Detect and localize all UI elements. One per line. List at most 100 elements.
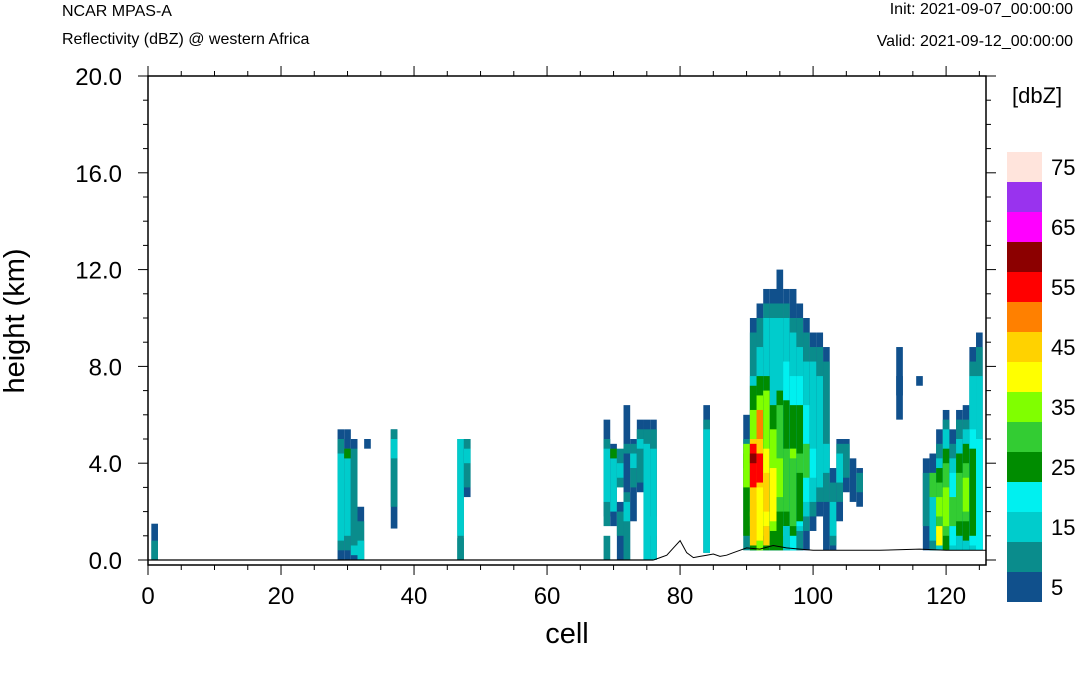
reflectivity-cell [789, 448, 797, 459]
x-tick-label: 80 [667, 583, 694, 610]
reflectivity-cell [829, 501, 837, 536]
colorbar-swatch [1007, 212, 1042, 242]
reflectivity-cell [796, 453, 804, 473]
colorbar-swatch [1007, 542, 1042, 572]
axis-ticks [138, 66, 996, 575]
reflectivity-cell [776, 458, 784, 498]
y-tick-label: 12.0 [75, 258, 122, 285]
reflectivity-cell [843, 443, 850, 478]
reflectivity-cell [836, 453, 844, 483]
reflectivity-cell [856, 472, 863, 493]
reflectivity-cell [636, 439, 644, 449]
reflectivity-cell [151, 540, 158, 560]
colorbar-unit: [dbZ] [1012, 83, 1062, 108]
reflectivity-cell [364, 439, 371, 449]
reflectivity-cell [929, 492, 937, 541]
reflectivity-cell [756, 487, 764, 541]
colorbar-swatch [1007, 272, 1042, 302]
reflectivity-cell [916, 376, 923, 386]
reflectivity-cell [749, 453, 757, 464]
reflectivity-cell [357, 540, 365, 560]
colorbar-label: 75 [1051, 155, 1075, 180]
y-tick-label: 16.0 [75, 161, 122, 188]
reflectivity-cell [623, 501, 631, 522]
x-tick-label: 20 [268, 583, 295, 610]
field-subtitle: Reflectivity (dBZ) @ western Africa [62, 31, 310, 48]
colorbar-swatch [1007, 512, 1042, 542]
colorbar-label: 45 [1051, 335, 1075, 360]
terrain-line [653, 539, 986, 561]
y-tick-label: 4.0 [89, 451, 122, 478]
y-tick-labels: 0.0 4.0 8.0 12.0 16.0 20.0 [75, 64, 122, 575]
y-tick-label: 0.0 [89, 548, 122, 575]
reflectivity-cell [942, 487, 950, 527]
reflectivity-cell [763, 526, 770, 546]
colorbar-swatch [1007, 452, 1042, 482]
reflectivity-cell [849, 458, 857, 502]
reflectivity-cell [783, 526, 790, 551]
x-axis-label: cell [545, 618, 589, 650]
reflectivity-cell [610, 448, 617, 459]
colorbar [1007, 152, 1042, 602]
colorbar-labels: 5 15 25 35 45 55 65 75 [1051, 155, 1075, 600]
reflectivity-cell [650, 448, 657, 536]
reflectivity-cell [703, 429, 710, 553]
reflectivity-cell [929, 472, 937, 498]
reflectivity-cell [776, 511, 784, 546]
y-tick-label: 20.0 [75, 64, 122, 91]
reflectivity-cell [809, 361, 817, 502]
colorbar-swatch [1007, 152, 1042, 182]
reflectivity-cell [743, 453, 750, 536]
reflectivity-cell [789, 448, 797, 527]
model-title: NCAR MPAS-A [62, 3, 172, 20]
reflectivity-cell [956, 472, 963, 522]
reflectivity-cell [962, 477, 970, 512]
reflectivity-cell [463, 448, 471, 464]
reflectivity-cell [636, 429, 644, 483]
colorbar-swatch [1007, 182, 1042, 212]
x-tick-labels: 0 20 40 60 80 100 120 [141, 583, 966, 610]
reflectivity-cell [816, 376, 824, 488]
reflectivity-cell [936, 526, 943, 546]
reflectivity-cell [756, 453, 764, 483]
colorbar-swatch [1007, 332, 1042, 362]
colorbar-label: 35 [1051, 395, 1075, 420]
reflectivity-cell [769, 468, 777, 522]
reflectivity-cell [803, 443, 810, 478]
x-tick-label: 0 [141, 583, 154, 610]
colorbar-label: 5 [1051, 575, 1063, 600]
reflectivity-cell [390, 429, 398, 507]
reflectivity-cell [949, 497, 957, 527]
reflectivity-cell [769, 530, 777, 546]
reflectivity-cell [749, 511, 757, 546]
reflectivity-cell [344, 458, 351, 536]
reflectivity-cell [936, 497, 943, 517]
colorbar-label: 15 [1051, 515, 1075, 540]
plot-frame [147, 75, 987, 566]
reflectivity-cell [809, 448, 817, 478]
reflectivity-cell [823, 443, 830, 473]
reflectivity-cell [763, 472, 770, 512]
colorbar-swatch [1007, 422, 1042, 452]
reflectivity-cell [976, 439, 983, 551]
reflectivity-cell [623, 443, 631, 454]
reflectivity-cell [749, 443, 757, 488]
reflectivity-cell [463, 439, 471, 488]
y-axis-label: height (km) [0, 248, 31, 393]
reflectivity-cell [457, 439, 464, 536]
reflectivity-cell [350, 545, 358, 556]
reflectivity-cell [390, 439, 398, 459]
reflectivity-cell [337, 482, 345, 512]
x-tick-label: 100 [793, 583, 833, 610]
reflectivity-cell [623, 492, 631, 560]
colorbar-swatch [1007, 242, 1042, 272]
colorbar-swatch [1007, 572, 1042, 602]
reflectivity-cell [896, 376, 903, 396]
reflectivity-cell [350, 448, 358, 551]
reflectivity-cells [151, 269, 983, 560]
x-tick-label: 120 [926, 583, 966, 610]
reflectivity-cell [623, 405, 631, 560]
reflectivity-cell [630, 453, 637, 469]
colorbar-swatch [1007, 302, 1042, 332]
